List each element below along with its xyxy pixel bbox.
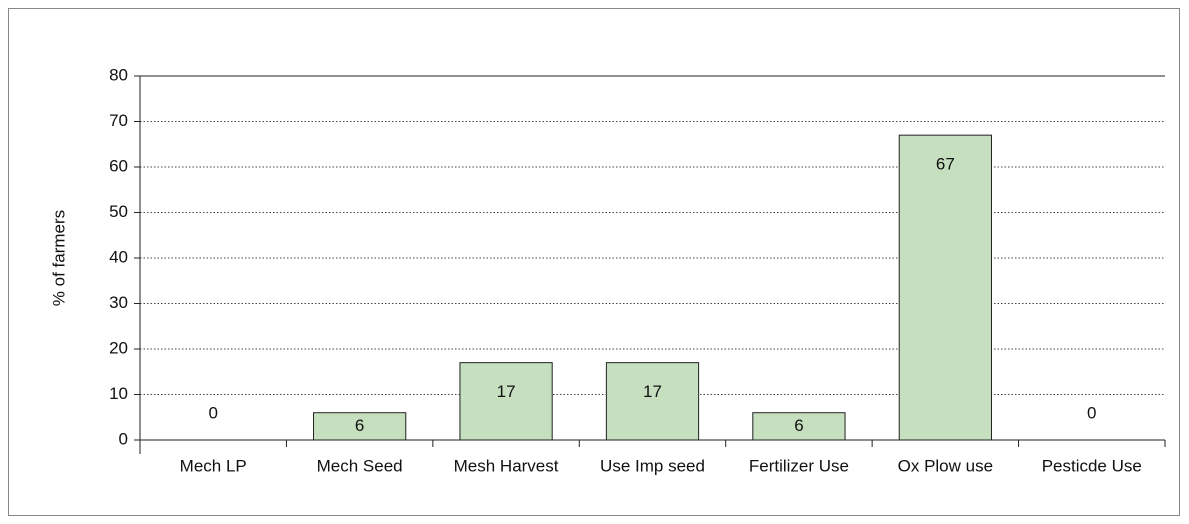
x-tick-label: Mech LP [180,456,247,475]
data-label: 6 [355,416,364,435]
data-label: 67 [936,155,955,174]
bar [898,134,992,441]
y-tick-label: 0 [119,429,128,448]
x-tick-label: Mesh Harvest [454,456,559,475]
data-label: 0 [1087,403,1096,422]
bar [313,412,407,441]
y-tick-label: 70 [109,111,128,130]
x-tick-label: Mech Seed [317,456,403,475]
y-tick-label: 10 [109,384,128,403]
bar [605,362,700,441]
bar [459,362,553,441]
y-tick-label: 30 [109,293,128,312]
y-tick-label: 40 [109,247,128,266]
data-label: 17 [497,382,516,401]
data-label: 17 [643,382,662,401]
data-label: 0 [208,403,217,422]
y-axis-label: % of farmers [49,210,68,306]
x-tick-label: Use Imp seed [600,456,705,475]
x-tick-label: Fertilizer Use [749,456,849,475]
x-tick-label: Pesticde Use [1042,456,1142,475]
bar [752,412,846,441]
chart-frame [8,8,1180,516]
y-tick-label: 20 [109,338,128,357]
x-tick-label: Ox Plow use [898,456,993,475]
y-tick-label: 50 [109,202,128,221]
y-tick-label: 80 [109,65,128,84]
data-label: 6 [794,416,803,435]
y-tick-label: 60 [109,156,128,175]
